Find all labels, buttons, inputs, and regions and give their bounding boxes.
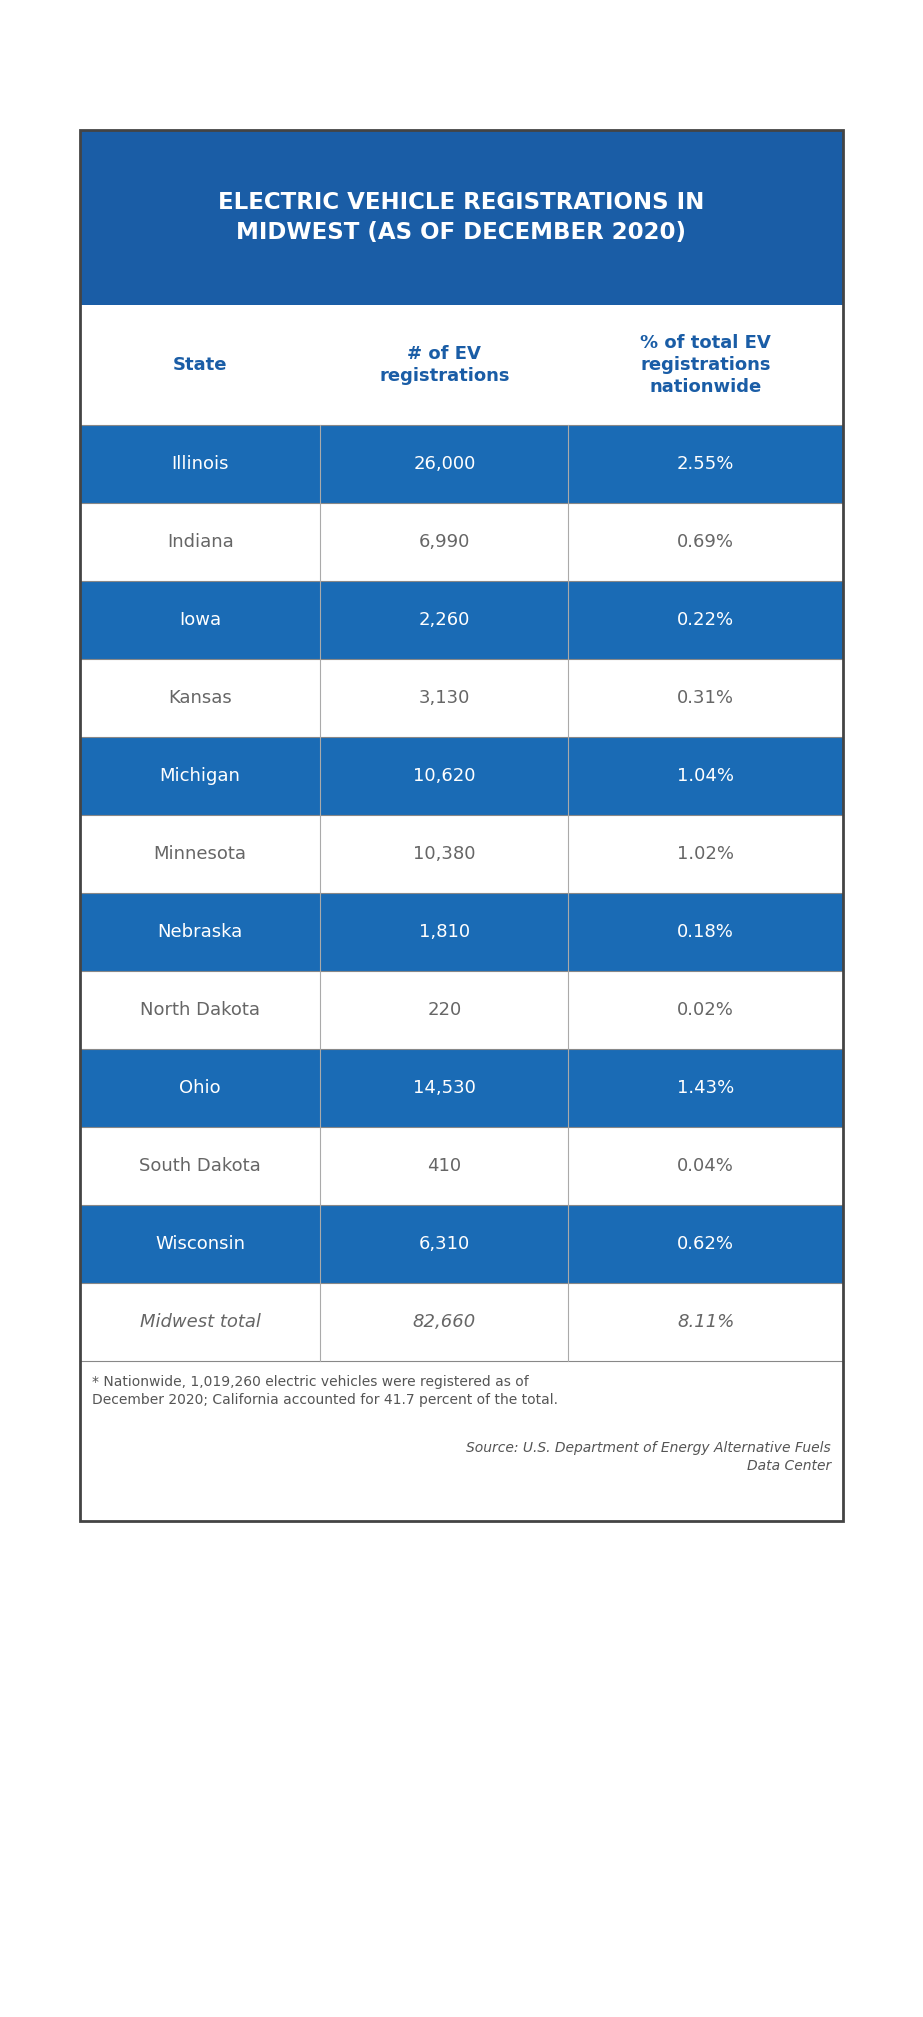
Bar [80,502,843,581]
Bar [80,660,843,736]
Text: Iowa: Iowa [179,611,222,629]
Text: ELECTRIC VEHICLE REGISTRATIONS IN
MIDWEST (AS OF DECEMBER 2020): ELECTRIC VEHICLE REGISTRATIONS IN MIDWES… [219,192,704,244]
Bar [80,894,843,970]
Bar [80,736,843,815]
Text: 0.18%: 0.18% [677,924,734,942]
Bar [80,1283,843,1361]
Text: 14,530: 14,530 [413,1079,475,1097]
Bar [80,305,843,426]
Text: Indiana: Indiana [167,532,234,551]
Bar [80,970,843,1049]
Text: 26,000: 26,000 [414,456,475,474]
Text: Kansas: Kansas [168,690,232,708]
Text: State: State [173,355,227,373]
Text: Source: U.S. Department of Energy Alternative Fuels
Data Center: Source: U.S. Department of Energy Altern… [466,1440,831,1472]
Bar [80,129,843,1521]
Text: 10,620: 10,620 [414,766,475,785]
Bar [80,129,843,305]
Text: Ohio: Ohio [179,1079,221,1097]
Text: 2.55%: 2.55% [677,456,735,474]
Text: Illinois: Illinois [172,456,229,474]
Text: 0.69%: 0.69% [677,532,734,551]
Text: 8.11%: 8.11% [677,1313,735,1331]
Text: South Dakota: South Dakota [139,1158,261,1176]
Text: 0.02%: 0.02% [677,1000,734,1019]
Text: 3,130: 3,130 [419,690,470,708]
Bar [80,581,843,660]
Text: % of total EV
registrations
nationwide: % of total EV registrations nationwide [641,333,771,395]
Bar [80,1204,843,1283]
Text: Nebraska: Nebraska [158,924,243,942]
Text: 1.02%: 1.02% [677,845,734,863]
Text: 82,660: 82,660 [413,1313,476,1331]
Text: North Dakota: North Dakota [140,1000,260,1019]
Bar [80,1128,843,1204]
Text: # of EV
registrations: # of EV registrations [379,345,509,385]
Text: 410: 410 [427,1158,462,1176]
Text: Wisconsin: Wisconsin [155,1234,246,1253]
Bar [80,426,843,502]
Text: 1.04%: 1.04% [677,766,734,785]
Text: 1,810: 1,810 [419,924,470,942]
Text: 1.43%: 1.43% [677,1079,735,1097]
Text: * Nationwide, 1,019,260 electric vehicles were registered as of
December 2020; C: * Nationwide, 1,019,260 electric vehicle… [92,1376,558,1408]
Text: 0.62%: 0.62% [677,1234,734,1253]
Bar [80,1361,843,1521]
Text: Midwest total: Midwest total [139,1313,260,1331]
Text: 6,990: 6,990 [419,532,470,551]
Text: 220: 220 [427,1000,462,1019]
Text: 2,260: 2,260 [419,611,470,629]
Text: Michigan: Michigan [160,766,241,785]
Text: 6,310: 6,310 [419,1234,470,1253]
Text: 0.04%: 0.04% [677,1158,734,1176]
Bar [80,815,843,894]
Bar [80,1049,843,1128]
Text: 10,380: 10,380 [414,845,475,863]
Text: 0.22%: 0.22% [677,611,734,629]
Text: 0.31%: 0.31% [677,690,734,708]
Text: Minnesota: Minnesota [153,845,246,863]
